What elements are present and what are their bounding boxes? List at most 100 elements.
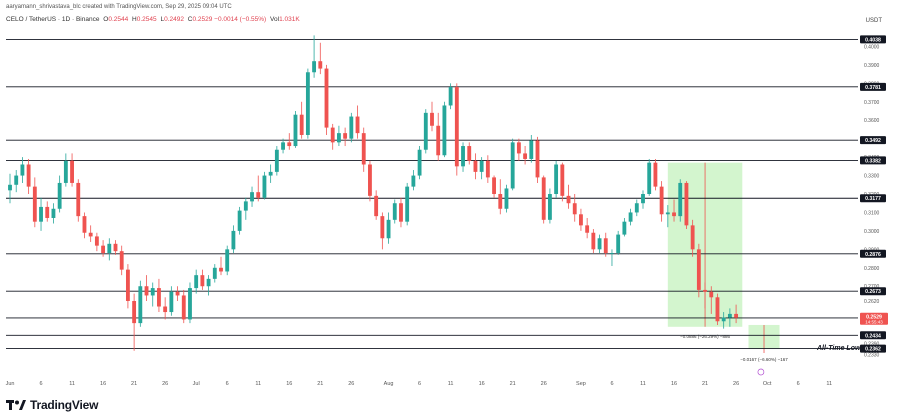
y-tick-label: 0.3000: [864, 229, 880, 235]
candle-up: [597, 238, 602, 250]
candle-down: [299, 114, 304, 135]
event-marker-icon: [757, 368, 765, 376]
ohlc-close-label: C: [187, 16, 193, 23]
candle-down: [76, 182, 81, 217]
candle-down: [163, 306, 168, 313]
candle-up: [554, 164, 559, 195]
candle-down: [684, 182, 689, 226]
candle-down: [498, 194, 503, 209]
level-tag: [860, 82, 886, 91]
candle-up: [665, 212, 670, 215]
candle-down: [200, 275, 205, 287]
x-tick-label: 16: [671, 381, 677, 387]
y-tick-label: 0.2620: [864, 299, 880, 305]
level-tag-label: 0.3177: [865, 196, 881, 202]
ohlc-low-value: 0.2492: [164, 16, 184, 23]
candle-up: [386, 219, 391, 239]
level-tag-label: 0.2673: [865, 289, 881, 295]
candle-up: [727, 313, 732, 318]
ohlc-high-label: H: [132, 16, 137, 23]
level-tag: [860, 331, 886, 340]
candle-down: [516, 142, 521, 154]
candle-down: [467, 146, 472, 161]
y-tick-label: 0.3100: [864, 210, 880, 216]
candle-up: [188, 288, 192, 320]
x-tick-label: 11: [640, 381, 646, 387]
candle-up: [169, 291, 174, 313]
x-tick-label: Jun: [6, 381, 15, 387]
candle-down: [436, 125, 441, 156]
candle-up: [479, 160, 484, 172]
candle-up: [547, 194, 552, 220]
candle-up: [8, 184, 12, 191]
candle-down: [541, 177, 546, 220]
level-tag: [860, 156, 886, 165]
candle-down: [399, 203, 403, 222]
y-tick-label: 0.3900: [864, 63, 880, 69]
candle-up: [14, 175, 19, 185]
candle-up: [57, 182, 62, 209]
candle-up: [417, 149, 422, 176]
candle-down: [181, 295, 186, 320]
symbol-title[interactable]: CELO / TetherUS · 1D · Binance: [6, 16, 100, 23]
candle-up: [150, 288, 155, 296]
x-tick-label: 6: [226, 381, 229, 387]
x-tick-label: 26: [348, 381, 354, 387]
tradingview-logo-icon: [6, 400, 26, 410]
candle-up: [442, 105, 447, 156]
candle-up: [622, 221, 627, 235]
y-tick-label: 0.4000: [864, 44, 880, 50]
y-tick-label: 0.2330: [864, 352, 880, 358]
candle-up: [461, 146, 465, 167]
candle-up: [721, 317, 726, 322]
measure-label-2: −0.0167 (−6.60%) −167: [740, 357, 788, 362]
x-tick-label: 11: [448, 381, 454, 387]
x-tick-label: Oct: [763, 381, 772, 387]
candle-down: [696, 249, 701, 290]
candle-down: [157, 288, 161, 307]
candle-up: [634, 203, 639, 213]
x-tick-label: 6: [418, 381, 421, 387]
tradingview-logo[interactable]: TradingView: [6, 398, 98, 412]
candle-down: [82, 216, 87, 233]
candle-down: [374, 195, 379, 217]
candle-up: [262, 175, 267, 198]
candle-up: [51, 208, 56, 218]
level-tag-label: 0.3492: [865, 138, 881, 144]
candle-up: [281, 142, 285, 150]
x-tick-label: 6: [610, 381, 613, 387]
x-tick-label: 26: [541, 381, 547, 387]
candle-up: [305, 72, 310, 135]
candle-down: [361, 133, 366, 165]
candle-down: [591, 232, 596, 250]
x-tick-label: Aug: [384, 381, 394, 387]
candle-up: [616, 234, 621, 254]
candle-down: [560, 164, 565, 196]
candle-down: [653, 162, 658, 187]
level-tag: [860, 136, 886, 145]
candle-up: [336, 133, 341, 143]
candle-down: [113, 243, 118, 252]
candle-down: [287, 142, 292, 147]
x-tick-label: 11: [69, 381, 75, 387]
currency-label[interactable]: USDT: [865, 18, 882, 24]
candle-up: [349, 116, 354, 139]
candle-down: [132, 300, 137, 324]
candle-up: [678, 182, 683, 217]
level-tag-label: 0.2876: [865, 252, 881, 258]
candle-up: [107, 243, 112, 254]
candle-down: [175, 291, 180, 296]
price-change: −0.0014 (−0.55%): [214, 16, 267, 23]
candle-down: [703, 289, 707, 292]
candle-down: [523, 153, 528, 159]
candle-down: [94, 236, 99, 246]
all-time-low-label: All-Time Low -: [817, 344, 865, 352]
level-tag: [860, 194, 886, 203]
candle-down: [485, 160, 490, 178]
candle-down: [585, 225, 590, 233]
measure-label-1: −0.0886 (−26.29%) −886: [680, 334, 730, 339]
x-tick-label: 21: [702, 381, 708, 387]
candle-down: [535, 140, 540, 178]
level-tag-label: 0.2434: [865, 333, 881, 339]
